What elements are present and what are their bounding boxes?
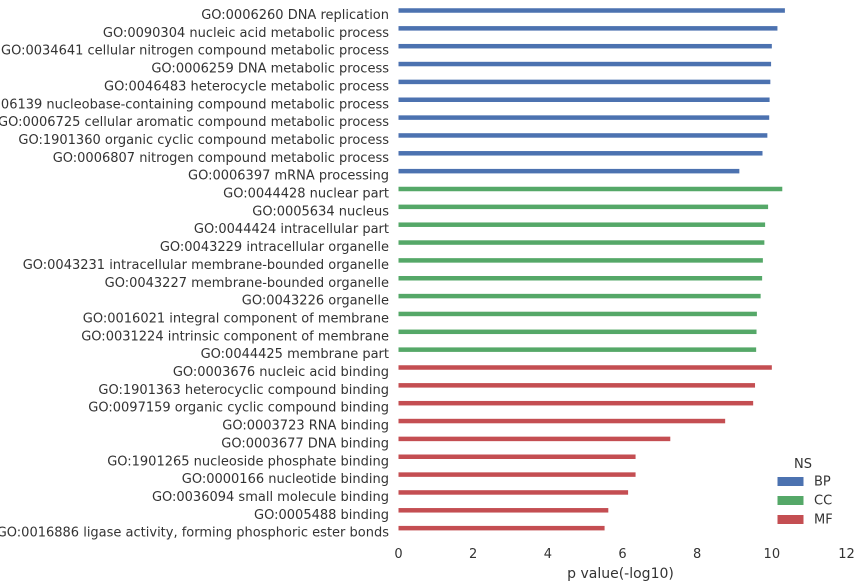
bar-cc <box>398 311 757 317</box>
bar-bp <box>398 97 770 102</box>
y-tick-label: GO:0043231 intracellular membrane-bounde… <box>23 258 389 273</box>
bar-mf <box>398 454 636 459</box>
bar-bp <box>398 79 771 85</box>
y-tick-label: GO:0043227 membrane-bounded organelle <box>105 276 389 291</box>
x-tick-label: 0 <box>394 547 402 562</box>
y-tick-label: GO:0006260 DNA replication <box>201 8 389 23</box>
y-tick-label: GO:0097159 organic cyclic compound bindi… <box>88 401 389 416</box>
y-tick-label: GO:0044425 membrane part <box>201 347 389 362</box>
bar-bp <box>398 151 763 156</box>
y-tick-label: GO:0003677 DNA binding <box>221 436 389 451</box>
bar-cc <box>398 204 769 210</box>
bar-mf <box>398 400 754 406</box>
bar-bp <box>398 133 768 138</box>
x-tick-label: 10 <box>764 547 781 562</box>
y-tick-label: GO:0003676 nucleic acid binding <box>173 365 389 380</box>
y-tick-label: GO:1901363 heterocyclic compound binding <box>98 383 389 398</box>
y-tick-label: GO:0044424 intracellular part <box>194 222 389 237</box>
legend-swatch-cc <box>777 496 804 505</box>
bar-mf <box>398 525 605 531</box>
x-tick-label: 2 <box>469 547 477 562</box>
bar-mf <box>398 418 726 424</box>
y-tick-label: GO:0031224 intrinsic component of membra… <box>81 329 389 344</box>
legend-swatch-bp <box>777 477 804 486</box>
y-tick-label: GO:0006259 DNA metabolic process <box>151 62 389 77</box>
y-tick-label: GO:0044428 nuclear part <box>223 187 389 202</box>
bar-cc <box>398 329 757 335</box>
bar-bp <box>398 8 785 13</box>
y-tick-label: GO:1901360 organic cyclic compound metab… <box>18 133 389 148</box>
y-tick-label: GO:0005634 nucleus <box>252 204 389 219</box>
y-tick-label: GO:0016886 ligase activity, forming phos… <box>0 526 389 541</box>
y-tick-labels: GO:0006260 DNA replication GO:0090304 nuc… <box>0 8 389 541</box>
y-tick-label: GO:0006397 mRNA processing <box>188 169 389 184</box>
bar-mf <box>398 365 772 370</box>
bars <box>398 8 785 531</box>
legend: NS BP CC MF <box>777 457 833 528</box>
y-tick-label: GO:0003723 RNA binding <box>222 419 389 434</box>
legend-label-cc: CC <box>814 494 832 509</box>
bar-bp <box>398 168 740 174</box>
bar-bp <box>398 26 778 31</box>
bar-mf <box>398 508 609 513</box>
bar-mf <box>398 436 671 442</box>
bar-mf <box>398 490 629 495</box>
y-tick-label: GO:0006807 nitrogen compound metabolic p… <box>53 151 390 166</box>
bar-cc <box>398 186 783 192</box>
bar-cc <box>398 258 763 263</box>
y-tick-label: GO:0016021 integral component of membran… <box>83 311 389 326</box>
y-tick-label: GO:0090304 nucleic acid metabolic proces… <box>103 26 389 41</box>
x-axis-title: p value(-log10) <box>567 566 674 582</box>
y-tick-label: GO:0036094 small molecule binding <box>152 490 389 505</box>
bar-cc <box>398 293 761 299</box>
y-tick-label: GO:1901265 nucleoside phosphate binding <box>107 454 389 469</box>
y-tick-label: GO:0046483 heterocycle metabolic process <box>104 79 389 94</box>
x-tick-labels: 0 2 4 6 8 10 12 <box>394 547 854 562</box>
bar-cc <box>398 222 766 227</box>
bar-cc <box>398 276 763 281</box>
legend-title: NS <box>794 457 812 472</box>
x-tick-label: 6 <box>618 547 626 562</box>
bar-bp <box>398 61 772 67</box>
legend-label-bp: BP <box>814 475 831 490</box>
legend-swatch-mf <box>777 515 804 524</box>
bar-cc <box>398 240 765 245</box>
x-tick-label: 12 <box>838 547 855 562</box>
bar-mf <box>398 472 636 477</box>
x-tick-label: 8 <box>693 547 701 562</box>
y-tick-label: GO:0034641 cellular nitrogen compound me… <box>1 44 389 59</box>
bar-bp <box>398 115 770 120</box>
y-tick-label: GO:0043226 organelle <box>242 294 389 309</box>
y-tick-label: GO:0000166 nucleotide binding <box>182 472 389 487</box>
bar-cc <box>398 347 757 352</box>
y-tick-label: GO:0043229 intracellular organelle <box>160 240 389 255</box>
x-tick-label: 4 <box>544 547 552 562</box>
y-tick-label: GO:0006139 nucleobase-containing compoun… <box>0 97 389 112</box>
bar-mf <box>398 383 756 388</box>
legend-label-mf: MF <box>814 513 833 528</box>
bar-bp <box>398 43 772 49</box>
y-tick-label: GO:0006725 cellular aromatic compound me… <box>0 115 389 130</box>
y-tick-label: GO:0005488 binding <box>254 508 389 523</box>
